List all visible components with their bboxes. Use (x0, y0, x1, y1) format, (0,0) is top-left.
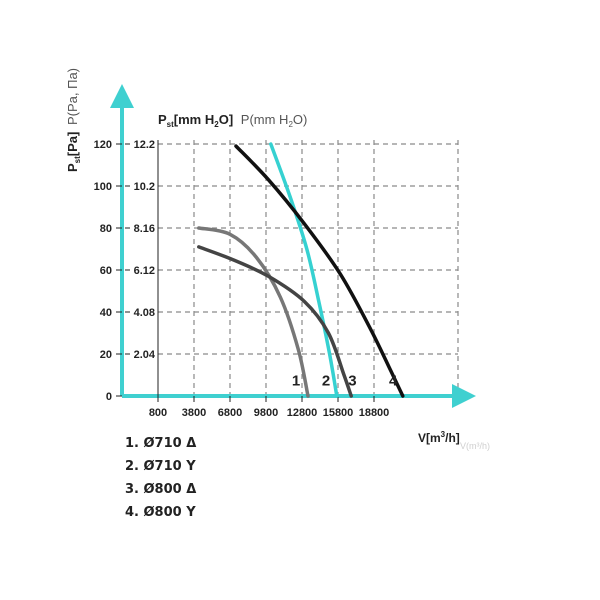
curve-label: 1 (292, 373, 300, 390)
legend-item: 1. Ø710 Δ (125, 436, 197, 451)
legend-item: 4. Ø800 Y (125, 505, 196, 520)
series-curves (197, 142, 405, 398)
x-axis-label: V[m3/h] (418, 430, 460, 445)
x-tick-label: 800 (149, 407, 167, 419)
y-tick-label-mm: 10.2 (134, 181, 155, 193)
y-tick-label-mm: 6.12 (134, 265, 155, 277)
x-tick-label: 15800 (323, 407, 354, 419)
curve-labels: 1 2 3 4 (292, 373, 398, 390)
x-tick-label: 12800 (287, 407, 318, 419)
tick-labels: 0 20 40 60 80 100 120 2.04 4.08 6.12 8.16 10.2 12.2 8… (94, 139, 390, 419)
series-4-line (234, 144, 405, 398)
curve-label: 3 (348, 373, 356, 390)
curve-label: 4 (389, 373, 398, 390)
curve-label: 2 (322, 373, 330, 390)
y-tick-label-mm: 12.2 (134, 139, 155, 151)
y-tick-label-pa: 100 (94, 181, 112, 193)
x-tick-label: 3800 (182, 407, 206, 419)
series-2-line (269, 142, 339, 398)
y-tick-label-pa: 20 (100, 349, 112, 361)
legend-item: 2. Ø710 Y (125, 459, 196, 474)
legend-item: 3. Ø800 Δ (125, 482, 197, 497)
y-axis-arrow (110, 84, 134, 108)
chart-title: Pst[mm H2O] P(mm H2O) (158, 112, 307, 129)
legend: 1. Ø710 Δ 2. Ø710 Y 3. Ø800 Δ 4. Ø800 Y (125, 432, 196, 524)
y-tick-label-pa: 60 (100, 265, 112, 277)
x-tick-label: 9800 (254, 407, 278, 419)
x-axis-arrow (452, 384, 476, 408)
y-tick-label-mm: 4.08 (134, 307, 155, 319)
y-tick-label-pa: 120 (94, 139, 112, 151)
y-tick-label-pa: 0 (106, 391, 112, 403)
grid-lines (158, 140, 459, 396)
axes (110, 84, 476, 408)
x-axis-label-secondary: V(m³/h) (460, 441, 490, 451)
y-tick-label-pa: 80 (100, 223, 112, 235)
y-axis-label: Pst[Pa] P(Pa, Па) (65, 68, 82, 172)
series-3-line (197, 245, 353, 398)
y-tick-label-pa: 40 (100, 307, 112, 319)
x-tick-label: 6800 (218, 407, 242, 419)
y-tick-label-mm: 2.04 (134, 349, 156, 361)
y-tick-label-mm: 8.16 (134, 223, 155, 235)
x-tick-label: 18800 (359, 407, 390, 419)
